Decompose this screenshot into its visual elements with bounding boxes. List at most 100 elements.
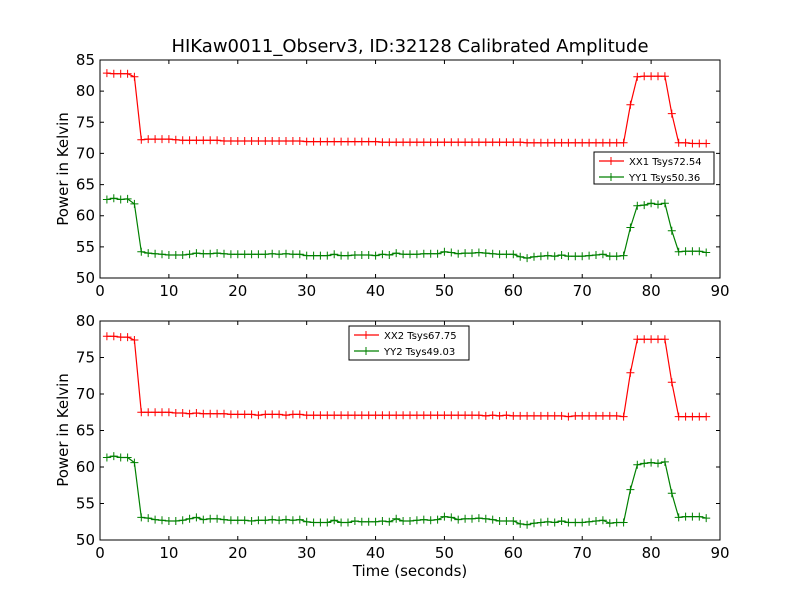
- y-tick-label: 60: [76, 458, 95, 476]
- data-point: [564, 138, 573, 147]
- data-point: [481, 138, 490, 147]
- data-point: [102, 332, 111, 341]
- data-point: [192, 249, 201, 258]
- data-point: [275, 250, 284, 259]
- data-point: [378, 411, 387, 420]
- data-point: [302, 251, 311, 260]
- data-point: [309, 251, 318, 260]
- data-point: [454, 515, 463, 524]
- data-point: [523, 411, 532, 420]
- legend-marker: [362, 347, 370, 355]
- data-point: [516, 519, 525, 528]
- data-point: [412, 516, 421, 525]
- data-point: [536, 411, 545, 420]
- data-point: [550, 138, 559, 147]
- data-point: [488, 249, 497, 258]
- data-point: [130, 458, 139, 467]
- data-point: [647, 458, 656, 467]
- data-point: [385, 517, 394, 526]
- data-point: [220, 515, 228, 524]
- data-point: [344, 137, 352, 146]
- data-point: [626, 485, 635, 494]
- data-point: [254, 516, 263, 525]
- data-point: [502, 411, 511, 420]
- data-point: [323, 518, 332, 527]
- data-point: [350, 137, 359, 146]
- data-point: [461, 411, 470, 420]
- data-point: [137, 135, 146, 144]
- data-point: [151, 515, 160, 524]
- data-point: [468, 249, 476, 258]
- data-point: [564, 252, 573, 261]
- data-point: [371, 251, 380, 260]
- y-tick-label: 75: [76, 113, 95, 131]
- data-point: [185, 514, 194, 523]
- x-tick-label: 10: [159, 282, 178, 300]
- data-point: [495, 411, 504, 420]
- data-point: [516, 252, 525, 261]
- data-point: [592, 138, 600, 147]
- data-point: [647, 335, 656, 344]
- y-tick-label: 80: [76, 82, 95, 100]
- top-y-axis-label: Power in Kelvin: [54, 112, 72, 226]
- data-point: [488, 138, 497, 147]
- data-point: [702, 412, 711, 421]
- data-point: [171, 409, 180, 417]
- data-point: [233, 250, 242, 259]
- data-point: [557, 138, 566, 147]
- data-point: [178, 409, 187, 417]
- data-point: [688, 512, 697, 521]
- data-point: [502, 138, 511, 147]
- data-point: [357, 411, 366, 420]
- data-point: [433, 411, 442, 420]
- data-point: [406, 138, 414, 147]
- data-point: [674, 513, 683, 522]
- data-point: [571, 252, 580, 261]
- data-point: [364, 517, 373, 526]
- data-point: [578, 252, 587, 261]
- data-point: [495, 517, 504, 525]
- data-point: [488, 515, 497, 524]
- data-point: [240, 137, 249, 145]
- data-point: [585, 411, 594, 420]
- data-point: [330, 250, 339, 259]
- data-point: [233, 516, 242, 525]
- data-point: [275, 516, 284, 525]
- data-point: [316, 411, 325, 420]
- bottom-panel: 0 10 20 30 40 50 60 70 80 90 50 55 60 65 70 75 80 XX2 Tsy…: [76, 312, 730, 562]
- data-point: [619, 518, 628, 527]
- data-point: [474, 138, 483, 147]
- data-point: [171, 517, 180, 525]
- data-point: [543, 138, 552, 147]
- data-point: [392, 249, 401, 258]
- data-point: [495, 250, 504, 259]
- data-point: [406, 411, 414, 420]
- data-point: [605, 519, 614, 528]
- data-point: [440, 512, 449, 521]
- data-point: [633, 335, 642, 344]
- data-point: [536, 138, 545, 147]
- data-point: [233, 410, 242, 419]
- data-point: [337, 411, 346, 420]
- data-point: [350, 251, 359, 259]
- data-point: [598, 516, 607, 525]
- data-point: [502, 517, 511, 525]
- data-point: [523, 254, 532, 263]
- data-point: [371, 517, 380, 526]
- data-point: [702, 248, 711, 257]
- data-point: [192, 513, 201, 522]
- data-point: [357, 137, 366, 146]
- data-point: [578, 138, 587, 147]
- data-point: [261, 137, 270, 145]
- x-tick-label: 30: [297, 282, 316, 300]
- data-point: [206, 409, 215, 418]
- data-point: [357, 251, 366, 259]
- legend-label: XX1 Tsys72.54: [629, 157, 702, 168]
- data-point: [412, 138, 421, 147]
- data-point: [364, 411, 373, 420]
- data-point: [412, 250, 421, 259]
- data-point: [192, 409, 201, 417]
- data-point: [585, 251, 594, 260]
- data-point: [605, 252, 614, 261]
- data-point: [426, 516, 435, 525]
